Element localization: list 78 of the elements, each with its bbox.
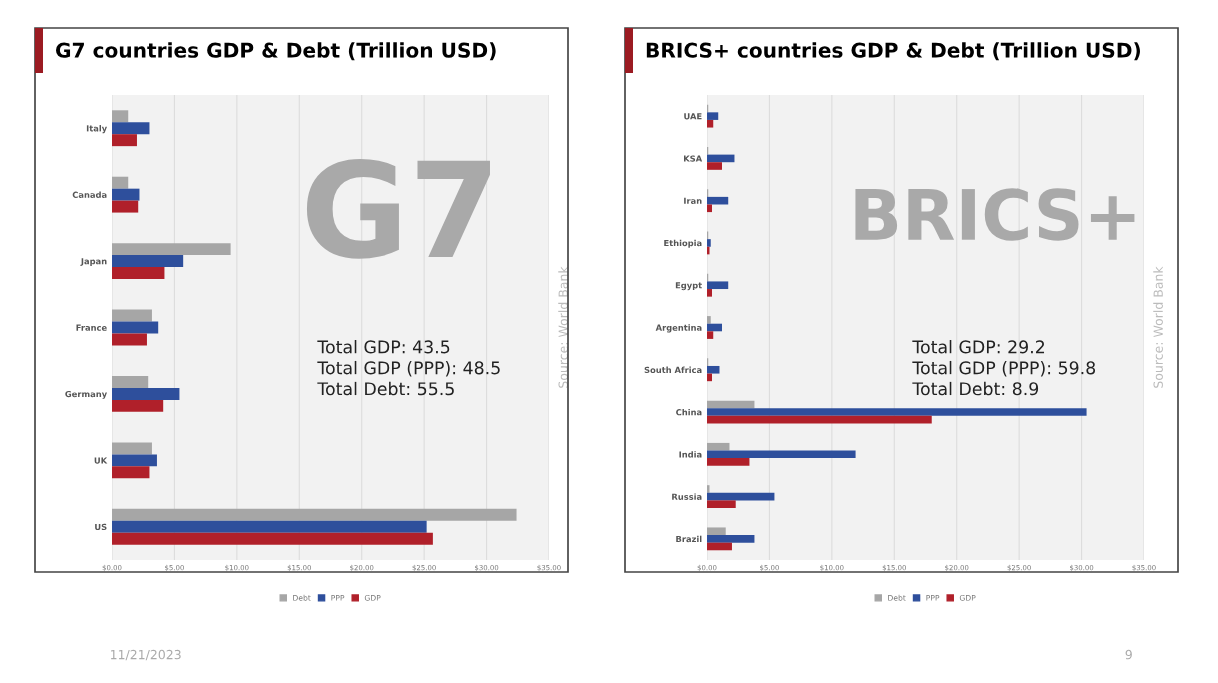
source-note: Source: World Bank — [1153, 266, 1163, 388]
bar — [112, 508, 517, 521]
bar — [707, 154, 735, 163]
bar — [112, 122, 150, 135]
y-tick-label: Canada — [72, 191, 107, 198]
annotation: Total Debt: 55.5 — [317, 381, 454, 396]
bar — [707, 323, 722, 332]
bar — [112, 333, 147, 346]
bar — [112, 520, 427, 533]
bar — [112, 176, 129, 189]
bar — [707, 458, 750, 466]
bar — [112, 309, 152, 322]
annotation: BRICS+ — [855, 188, 1135, 241]
annotation: Total Debt: 8.9 — [912, 381, 1039, 396]
y-tick-label: India — [679, 451, 702, 458]
bar — [707, 527, 726, 536]
bar — [707, 415, 932, 424]
text: 11/21/2023 — [110, 649, 181, 661]
y-tick-label: Iran — [684, 197, 702, 204]
y-tick-label: Italy — [86, 125, 107, 134]
bar — [707, 196, 729, 205]
bar — [112, 321, 159, 334]
chart-title: G7 countries GDP & Debt (Trillion USD) — [56, 42, 496, 61]
bar — [707, 500, 736, 508]
y-tick-label: Brazil — [676, 535, 702, 543]
y-tick-label: Japan — [80, 258, 107, 266]
annotation: Total GDP (PPP): 48.5 — [317, 360, 500, 377]
bar — [707, 281, 729, 290]
annotation: G7 — [306, 159, 490, 259]
bar — [707, 450, 856, 459]
bar — [707, 316, 711, 324]
y-tick-label: Germany — [65, 390, 107, 399]
y-tick-label: France — [76, 324, 107, 331]
bar — [112, 188, 140, 201]
y-tick-label: Russia — [672, 493, 702, 500]
bar — [112, 532, 433, 545]
y-tick-label: Ethiopia — [664, 239, 702, 248]
bar — [707, 162, 722, 170]
bar — [707, 204, 712, 213]
bar — [112, 399, 164, 412]
bar — [707, 408, 1087, 416]
y-tick-label: China — [676, 408, 702, 416]
bar — [112, 454, 157, 467]
y-tick-label: UK — [94, 457, 108, 464]
annotation: Total GDP: 29.2 — [912, 340, 1045, 354]
bar — [112, 243, 231, 256]
y-tick-label: KSA — [684, 155, 703, 162]
bar — [112, 134, 137, 147]
bar — [707, 331, 714, 339]
bar — [707, 542, 732, 551]
bar — [707, 492, 775, 501]
y-tick-label: US — [95, 523, 107, 531]
bar — [707, 289, 712, 297]
annotation: Total GDP: 43.5 — [317, 340, 450, 354]
y-tick-label: South Africa — [644, 366, 702, 374]
y-tick-label: Argentina — [655, 324, 702, 333]
bar — [112, 110, 129, 123]
bar — [112, 387, 180, 400]
bar — [707, 442, 730, 451]
bar — [112, 375, 149, 388]
bar — [707, 373, 712, 382]
bar — [707, 535, 755, 543]
bar — [112, 255, 184, 268]
bar — [707, 119, 714, 128]
bar — [112, 267, 165, 280]
chart-title: BRICS+ countries GDP & Debt (Trillion USD) — [646, 42, 1140, 61]
bar — [112, 442, 152, 455]
bar — [112, 200, 139, 213]
y-tick-label: Egypt — [675, 282, 702, 291]
y-tick-label: UAE — [684, 113, 702, 120]
annotation: Total GDP (PPP): 59.8 — [912, 360, 1096, 377]
text: 9 — [1125, 649, 1132, 660]
bar — [707, 400, 755, 409]
bar — [707, 239, 711, 247]
bar — [707, 365, 720, 374]
bar — [707, 112, 719, 120]
bar — [112, 466, 150, 479]
source-note: Source: World Bank — [558, 266, 568, 388]
